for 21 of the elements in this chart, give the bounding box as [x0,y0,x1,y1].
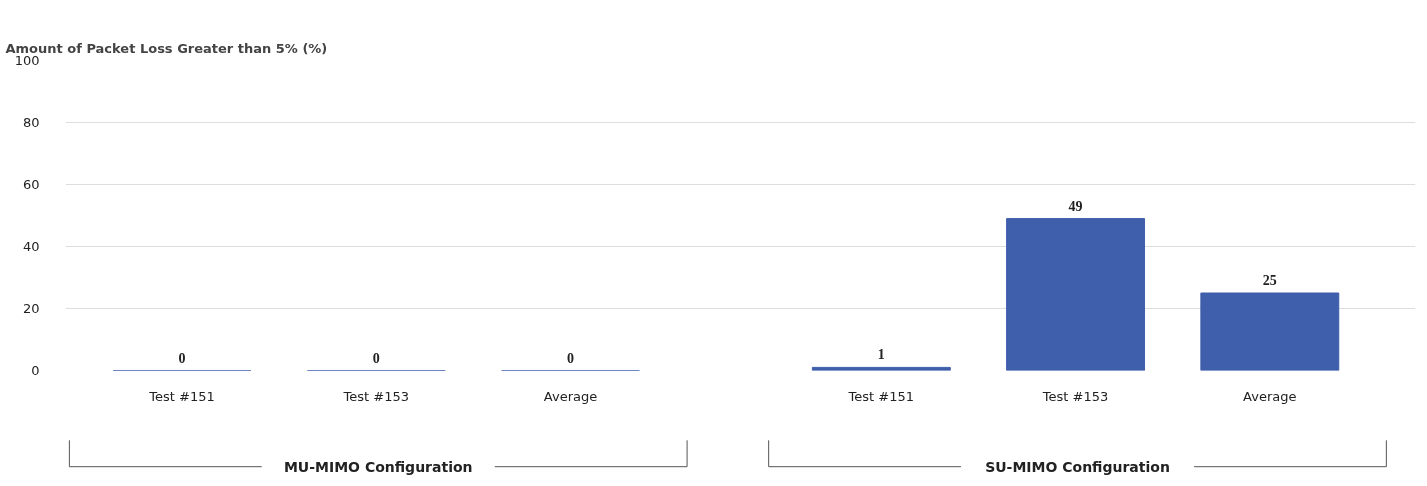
x-tick-label: Average [543,388,598,404]
y-tick-label: 100 [14,53,40,68]
text: MU-MIMO Configuration [283,458,473,475]
y-tick-label: 60 [22,177,40,192]
y-tick-label: 0 [31,363,40,378]
data-label: 0 [372,350,380,366]
y-tick-label: 40 [22,239,40,254]
data-label: 49 [1068,198,1083,214]
y-tick-label: 20 [22,301,40,316]
data-label: 25 [1262,273,1277,288]
chart-title: Amount of Packet Loss Greater than 5% (%) [5,40,328,56]
y-tick-label: 80 [22,115,40,130]
text: SU-MIMO Configuration [985,458,1170,475]
data-label: 0 [178,350,186,366]
x-tick-label: Test #153 [342,388,410,404]
data-label: 0 [567,350,575,366]
x-tick-label: Test #153 [1041,388,1109,404]
x-tick-label: Test #151 [847,388,915,404]
x-tick-label: Average [1243,388,1297,404]
data-label: 1 [877,347,885,363]
x-tick-label: Test #151 [148,388,215,404]
